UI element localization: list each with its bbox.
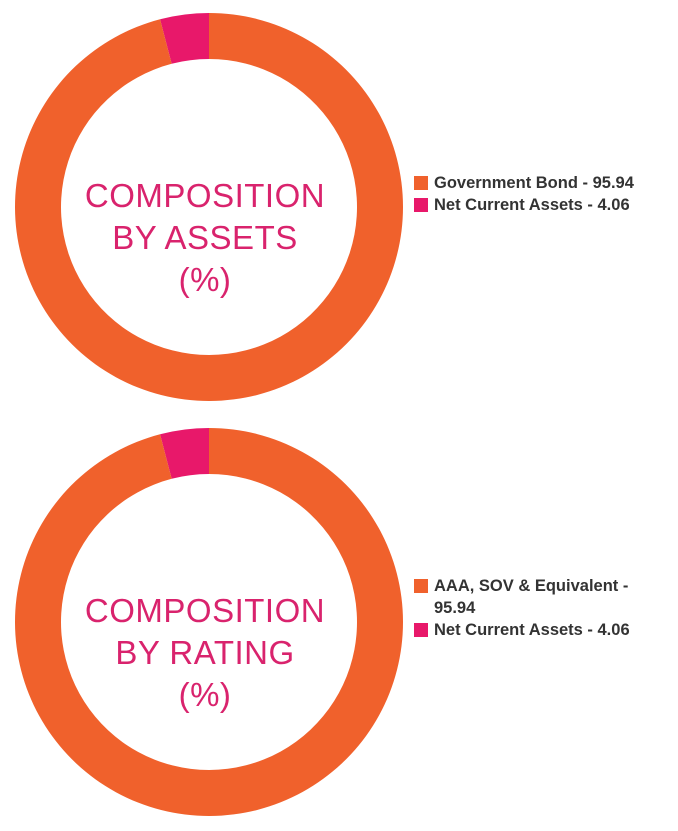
legend-item-aaa-sov-equivalent: AAA, SOV & Equivalent - 95.94 [414, 575, 674, 619]
legend-item-net-current-assets: Net Current Assets - 4.06 [414, 194, 674, 216]
composition-by-rating-chart: COMPOSITION BY RATING (%) AAA, SOV & Equ… [0, 415, 678, 831]
assets-center-title: COMPOSITION BY ASSETS (%) [55, 175, 355, 301]
legend-swatch-net-current-assets-rating [414, 623, 428, 637]
rating-title-line-2: BY RATING [115, 634, 295, 671]
slice-net-current-assets [160, 13, 209, 64]
rating-center-title: COMPOSITION BY RATING (%) [55, 590, 355, 716]
assets-title-line-2: BY ASSETS [112, 219, 298, 256]
rating-legend: AAA, SOV & Equivalent - 95.94 Net Curren… [414, 575, 674, 641]
legend-swatch-government-bond [414, 176, 428, 190]
assets-legend: Government Bond - 95.94 Net Current Asse… [414, 172, 674, 216]
legend-item-net-current-assets-rating: Net Current Assets - 4.06 [414, 619, 674, 641]
legend-swatch-aaa-sov-equivalent [414, 579, 428, 593]
rating-title-line-1: COMPOSITION [84, 592, 326, 629]
assets-title-line-1: COMPOSITION [84, 177, 326, 214]
legend-label-net-current-assets: Net Current Assets - 4.06 [434, 196, 630, 214]
legend-swatch-net-current-assets [414, 198, 428, 212]
legend-label-aaa-sov-equivalent: AAA, SOV & Equivalent - 95.94 [434, 577, 629, 617]
rating-title-line-3: (%) [178, 676, 232, 713]
composition-by-assets-chart: COMPOSITION BY ASSETS (%) Government Bon… [0, 0, 678, 415]
legend-item-government-bond: Government Bond - 95.94 [414, 172, 674, 194]
legend-label-government-bond: Government Bond - 95.94 [434, 174, 634, 192]
legend-label-net-current-assets-rating: Net Current Assets - 4.06 [434, 621, 630, 639]
assets-donut [15, 13, 404, 401]
rating-donut [15, 428, 404, 816]
assets-title-line-3: (%) [178, 261, 232, 298]
slice-net-current-assets [160, 428, 209, 479]
